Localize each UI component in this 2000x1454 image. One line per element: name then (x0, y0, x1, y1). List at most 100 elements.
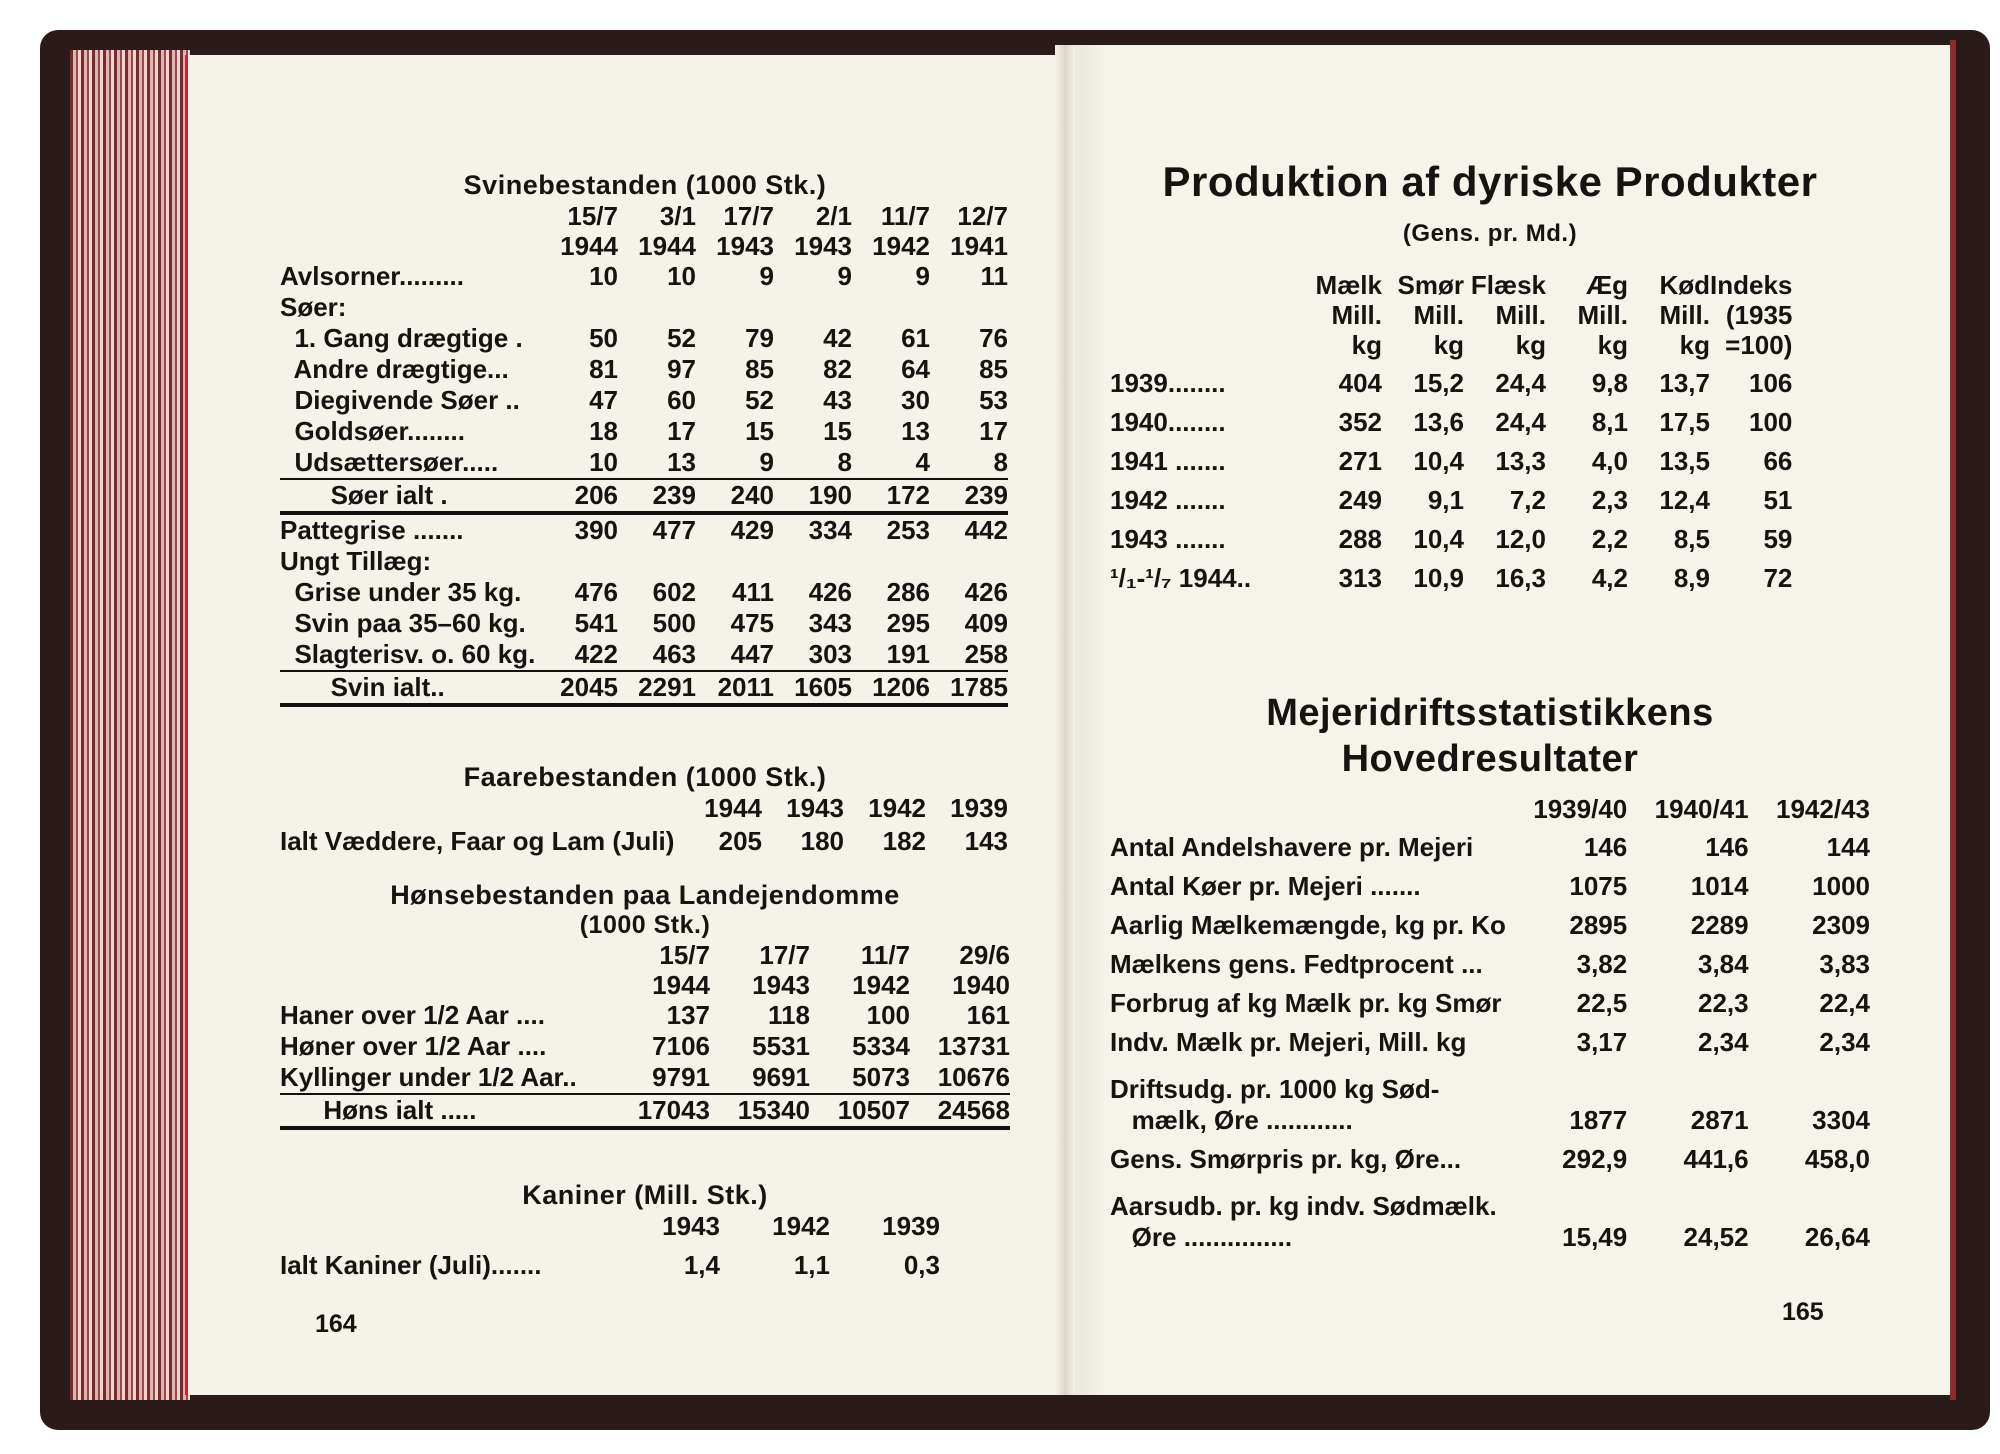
cell-value: 8,9 (1673, 563, 1710, 593)
column-header: Flæsk Mill. kg (1470, 270, 1546, 360)
cell-value: 2011 (696, 670, 774, 707)
row-label: Ialt Kaniner (Juli)....... (280, 1250, 542, 1280)
table-row: 1. Gang drægtige . 50 52 79 42 61 76 (280, 323, 1008, 354)
row-label: Aarsudb. pr. kg indv. Sødmælk. Øre .....… (1110, 1191, 1497, 1252)
cell-value: 426 (808, 577, 852, 607)
cell-value: 10 (667, 261, 696, 291)
column-header: Smør Mill. kg (1397, 270, 1464, 360)
cell-value (696, 546, 774, 577)
cell-value: 9691 (752, 1062, 810, 1092)
cell-value: 239 (930, 478, 1008, 515)
cell-value: 303 (808, 639, 852, 669)
cell-value: 288 (1338, 524, 1382, 554)
cell-value: 205 (718, 826, 762, 856)
svine-table: 15/7 1944 3/1 1944 17/7 1943 2/1 1943 11/7 1… (280, 201, 1008, 707)
cell-value (930, 292, 1008, 323)
book-gutter (1055, 45, 1075, 1395)
cell-value: 60 (667, 385, 696, 415)
table-row: Ungt Tillæg: (280, 546, 1008, 577)
cell-value: 3,84 (1698, 949, 1749, 979)
row-label: Udsættersøer..... (280, 447, 499, 477)
row-label: Søer ialt . (280, 478, 540, 515)
cell-value: 81 (589, 354, 618, 384)
cell-value: 43 (823, 385, 852, 415)
cell-value: 409 (964, 608, 1008, 638)
cell-value: 9,1 (1427, 485, 1464, 515)
left-page (185, 55, 1068, 1395)
column-header: 11/7 1942 (852, 940, 910, 1000)
cell-value: 429 (730, 515, 774, 545)
cell-value (696, 292, 774, 323)
cell-value: 1014 (1690, 871, 1749, 901)
row-label: Grise under 35 kg. (280, 577, 522, 607)
column-header: 1942 (772, 1211, 830, 1241)
row-label: Høner over 1/2 Aar .... (280, 1031, 547, 1061)
cell-value: 97 (667, 354, 696, 384)
column-header: 2/1 1943 (794, 201, 852, 261)
header-row: 15/7 1944 17/7 1943 11/7 1942 29/6 1940 (280, 940, 1010, 1000)
cell-value: 180 (800, 826, 844, 856)
cell-value: 500 (652, 608, 696, 638)
header-spacer (280, 793, 680, 823)
cell-value: 53 (979, 385, 1008, 415)
cell-value: 8,5 (1673, 524, 1710, 554)
column-header: Mælk Mill. kg (1315, 270, 1382, 360)
cell-value (774, 546, 852, 577)
cell-value: 13,7 (1659, 368, 1710, 398)
cell-value: 2871 (1690, 1105, 1749, 1135)
cell-value: 30 (901, 385, 930, 415)
row-label: Slagterisv. o. 60 kg. (280, 639, 536, 669)
row-label: Kyllinger under 1/2 Aar.. (280, 1062, 577, 1092)
cell-value: 143 (964, 826, 1008, 856)
cell-value (618, 546, 696, 577)
cell-value: 10,9 (1413, 563, 1464, 593)
row-label: Aarlig Mælkemængde, kg pr. Ko (1110, 910, 1506, 940)
cell-value: 292,9 (1562, 1144, 1628, 1174)
row-label: Gens. Smørpris pr. kg, Øre... (1110, 1144, 1462, 1174)
table-row: Udsættersøer..... 10 13 9 8 4 8 (280, 447, 1008, 479)
produktion-section: Produktion af dyriske Produkter (Gens. p… (1110, 158, 1870, 594)
cell-value: 146 (1705, 832, 1749, 862)
svine-title: Svinebestanden (1000 Stk.) (463, 170, 827, 200)
cell-value: 22,4 (1819, 988, 1870, 1018)
cell-value: 61 (901, 323, 930, 353)
cell-value: 602 (652, 577, 696, 607)
cell-value: 15 (745, 416, 774, 446)
cell-value: 76 (979, 323, 1008, 353)
cell-value: 22,3 (1698, 988, 1749, 1018)
cell-value: 17 (979, 416, 1008, 446)
cell-value: 313 (1338, 563, 1382, 593)
table-row: Avlsorner......... 10 10 9 9 9 11 (280, 261, 1008, 292)
cell-value: 12,0 (1495, 524, 1546, 554)
row-label: Forbrug af kg Mælk pr. kg Smør (1110, 988, 1502, 1018)
cell-value: 3304 (1812, 1105, 1870, 1135)
table-row: Søer: (280, 292, 1008, 323)
kaniner-title: Kaniner (Mill. Stk.) (522, 1180, 768, 1210)
cell-value: 13,6 (1413, 407, 1464, 437)
total-row: Svin ialt.. 2045 2291 2011 1605 1206 1785 (280, 670, 1008, 707)
row-label: Driftsudg. pr. 1000 kg Sød- mælk, Øre ..… (1110, 1074, 1440, 1135)
cell-value: 106 (1748, 368, 1793, 398)
cell-value: 13 (901, 416, 930, 446)
cell-value: 9791 (652, 1062, 710, 1092)
cell-value: 10 (589, 447, 618, 477)
table-row: 1941 ....... 271 10,4 13,3 4,0 13,5 66 (1110, 438, 1792, 477)
total-row: Søer ialt . 206 239 240 190 172 239 (280, 478, 1008, 515)
table-row: Diegivende Søer .. 47 60 52 43 30 53 (280, 385, 1008, 416)
cell-value: 2895 (1569, 910, 1628, 940)
cell-value: 10,4 (1413, 446, 1464, 476)
faare-title: Faarebestanden (1000 Stk.) (463, 762, 827, 792)
column-header: 17/7 1943 (752, 940, 810, 1000)
cell-value: 52 (745, 385, 774, 415)
cell-value: 1785 (930, 670, 1008, 707)
cell-value: 146 (1583, 832, 1628, 862)
cell-value: 447 (730, 639, 774, 669)
cell-value: 17043 (610, 1093, 710, 1130)
cell-value: 4,0 (1591, 446, 1628, 476)
cell-value: 118 (768, 1000, 810, 1030)
cell-value: 190 (774, 478, 852, 515)
cell-value: 286 (886, 577, 930, 607)
cell-value: 17,5 (1659, 407, 1710, 437)
cell-value: 50 (589, 323, 618, 353)
column-header: 1942 (868, 793, 926, 823)
